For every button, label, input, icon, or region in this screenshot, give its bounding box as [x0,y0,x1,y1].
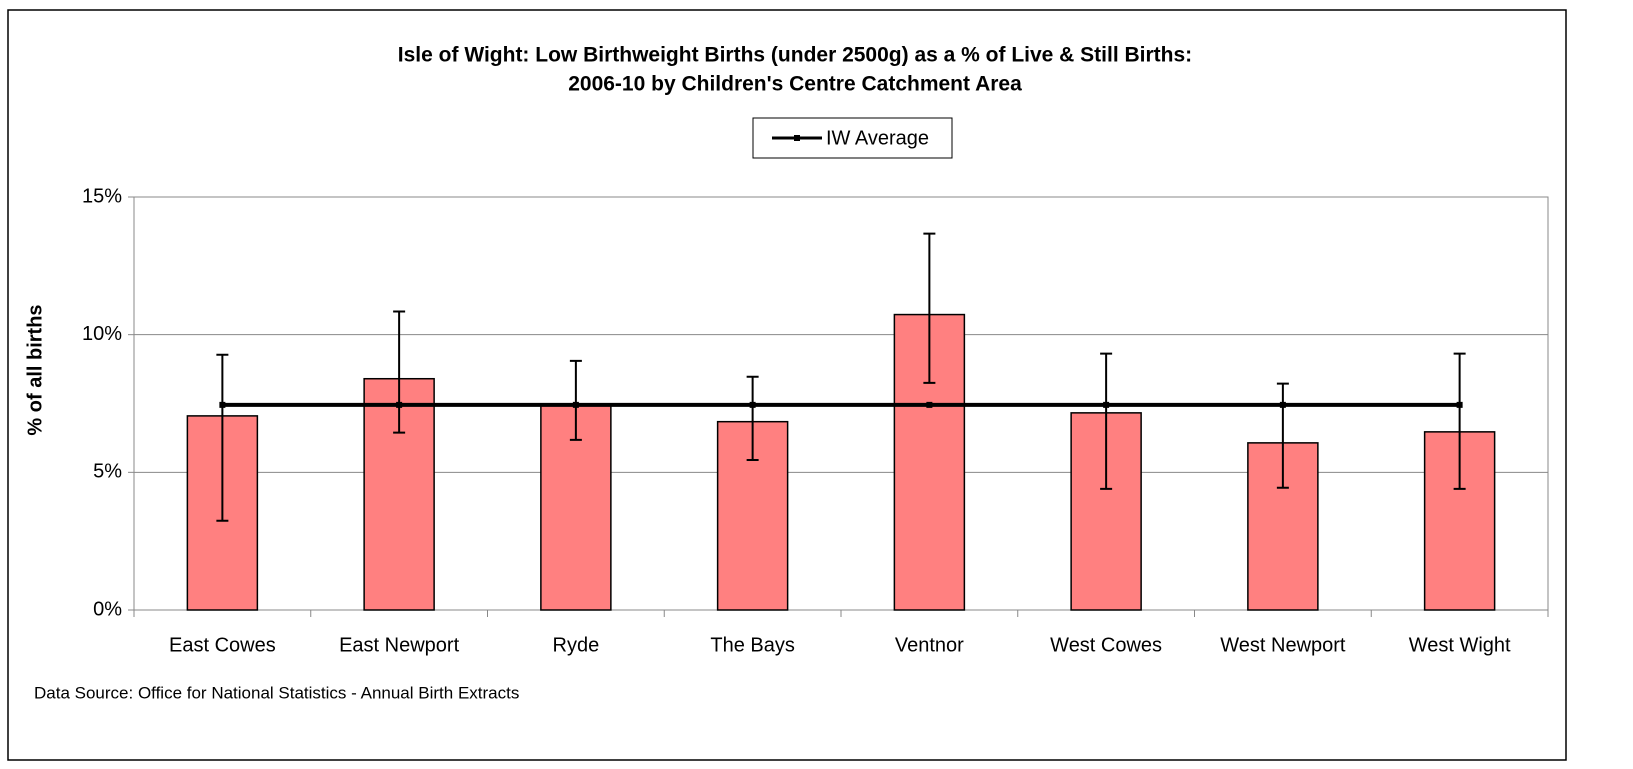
legend-swatch-marker [794,135,800,141]
y-tick-label: 0% [93,598,122,620]
error-bar [216,353,229,522]
x-tick-label: Ventnor [895,634,964,656]
error-bar [569,359,582,441]
x-tick-label: The Bays [710,634,794,656]
error-bar [1453,352,1466,490]
source-note: Data Source: Office for National Statist… [34,683,519,702]
x-tick-label: East Cowes [169,634,276,656]
y-tick-label: 5% [93,461,122,483]
x-tick-label: West Newport [1220,634,1346,656]
chart-title: 2006-10 by Children's Centre Catchment A… [568,73,1022,96]
y-tick-label: 15% [82,185,122,207]
error-bar [393,310,406,434]
x-tick-label: West Cowes [1050,634,1162,656]
y-axis-label: % of all births [24,304,46,435]
x-tick-label: East Newport [339,634,459,656]
y-tick-label: 10% [82,323,122,345]
error-bar [1276,382,1289,489]
legend-label: IW Average [826,127,929,149]
x-tick-label: Ryde [553,634,600,656]
line-marker [926,401,933,408]
error-bar [923,232,936,384]
error-bar [746,375,759,461]
chart-title: Isle of Wight: Low Birthweight Births (u… [398,44,1192,67]
error-bar [1100,352,1113,490]
x-tick-label: West Wight [1409,634,1511,656]
